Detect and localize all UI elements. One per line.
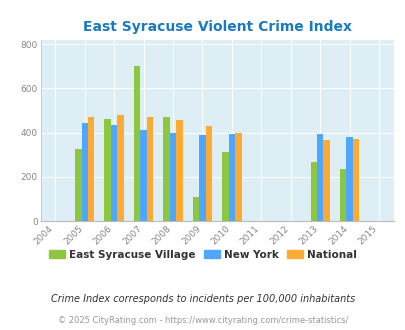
- Bar: [176, 120, 182, 221]
- Title: East Syracuse Violent Crime Index: East Syracuse Violent Crime Index: [83, 20, 351, 34]
- Text: Crime Index corresponds to incidents per 100,000 inhabitants: Crime Index corresponds to incidents per…: [51, 294, 354, 304]
- Bar: [234, 133, 241, 221]
- Bar: [81, 123, 88, 221]
- Bar: [169, 133, 176, 221]
- Bar: [117, 115, 124, 221]
- Bar: [228, 134, 234, 221]
- Bar: [75, 149, 81, 221]
- Bar: [323, 140, 329, 221]
- Bar: [316, 134, 323, 221]
- Bar: [140, 130, 147, 221]
- Bar: [104, 119, 111, 221]
- Bar: [163, 116, 169, 221]
- Legend: East Syracuse Village, New York, National: East Syracuse Village, New York, Nationa…: [45, 246, 360, 264]
- Bar: [88, 117, 94, 221]
- Bar: [310, 162, 316, 221]
- Bar: [192, 197, 199, 221]
- Bar: [339, 169, 345, 221]
- Bar: [111, 125, 117, 221]
- Bar: [345, 137, 352, 221]
- Bar: [352, 139, 358, 221]
- Bar: [147, 116, 153, 221]
- Bar: [205, 126, 212, 221]
- Bar: [222, 152, 228, 221]
- Text: © 2025 CityRating.com - https://www.cityrating.com/crime-statistics/: © 2025 CityRating.com - https://www.city…: [58, 316, 347, 325]
- Bar: [134, 66, 140, 221]
- Bar: [199, 135, 205, 221]
